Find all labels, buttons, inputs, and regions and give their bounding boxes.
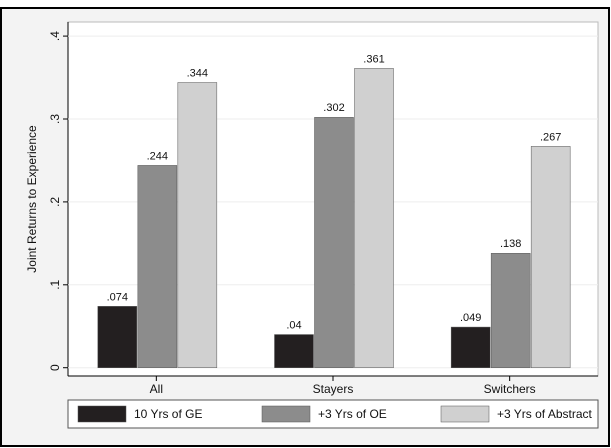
bar (97, 306, 138, 368)
legend-swatch (440, 405, 490, 423)
legend-label: +3 Yrs of OE (318, 407, 387, 421)
x-tick-label: Stayers (313, 382, 354, 396)
value-label: .267 (540, 131, 561, 143)
bar (177, 82, 218, 368)
y-tick-label: .2 (48, 197, 62, 207)
y-axis-title: Joint Returns to Experience (25, 125, 39, 273)
legend-swatch (261, 405, 311, 423)
x-tick-label: Switchers (484, 382, 536, 396)
legend-swatch (77, 405, 127, 423)
value-label: .04 (286, 319, 301, 331)
y-tick-label: 0 (48, 364, 62, 371)
bar (274, 334, 314, 368)
y-tick-label: .1 (48, 279, 62, 289)
bar (354, 68, 394, 368)
legend-label: +3 Yrs of Abstract (497, 407, 592, 421)
y-tick-label: .3 (48, 114, 62, 124)
bar (137, 165, 178, 368)
bar (490, 253, 531, 368)
bar (530, 146, 571, 368)
legend (67, 399, 599, 429)
value-label: .244 (147, 150, 168, 162)
value-label: .138 (500, 238, 521, 250)
value-label: .049 (460, 312, 481, 324)
value-label: .344 (187, 67, 208, 79)
x-tick-label: All (150, 382, 163, 396)
value-label: .361 (363, 53, 384, 65)
legend-label: 10 Yrs of GE (134, 407, 202, 421)
value-label: .074 (107, 291, 128, 303)
bar (314, 117, 354, 368)
value-label: .302 (323, 102, 344, 114)
y-tick-label: .4 (48, 31, 62, 41)
bar (450, 326, 491, 368)
